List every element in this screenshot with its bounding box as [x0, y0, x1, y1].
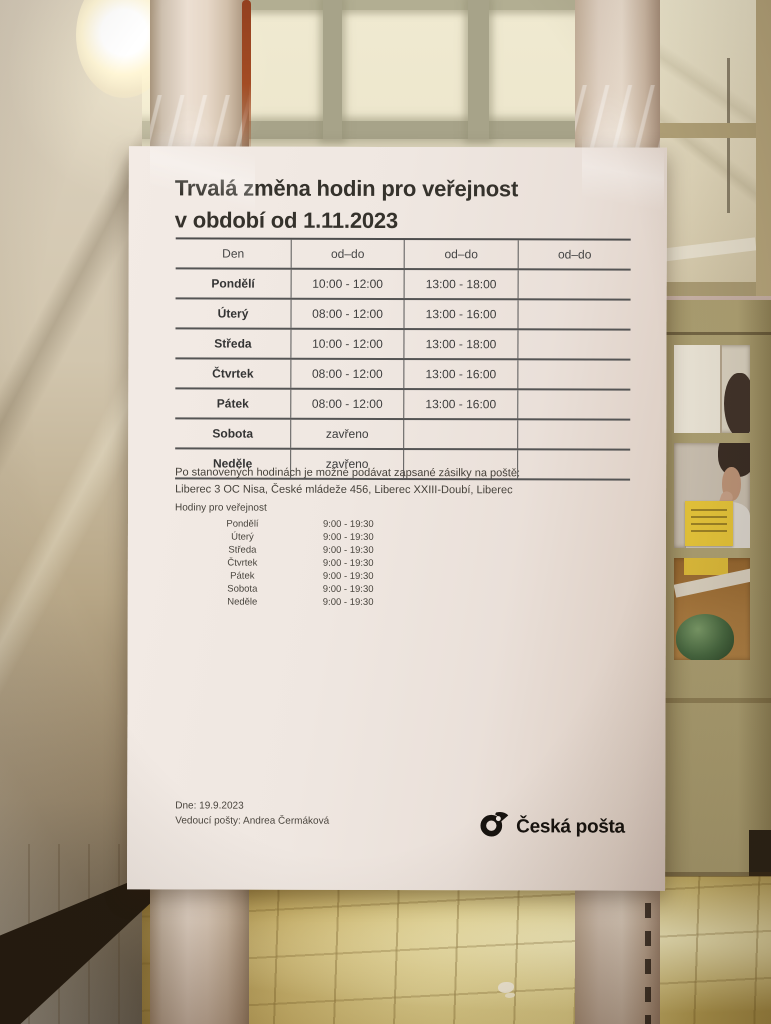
- time-cell: [517, 360, 631, 389]
- notice-paper: Trvalá změna hodin pro veřejnost v obdob…: [127, 146, 667, 891]
- pole-shading: [150, 874, 249, 1024]
- opening-hours-row: Středa 9:00 - 19:30: [175, 543, 374, 557]
- table-row: Úterý 08:00 - 12:00 13:00 - 16:00: [175, 299, 631, 331]
- time-cell: [517, 330, 631, 359]
- opening-hours-table: Den od–do od–do od–do Pondělí 10:00 - 12…: [175, 237, 631, 481]
- door-pane: [674, 345, 750, 433]
- opening-hours-row: Čtvrtek 9:00 - 19:30: [175, 556, 374, 570]
- hours-time: 9:00 - 19:30: [322, 583, 374, 595]
- window-muntin: [248, 0, 578, 10]
- window-frame: [756, 0, 771, 298]
- floor-mark: [498, 982, 514, 993]
- opening-hours-list: Pondělí 9:00 - 19:30 Úterý 9:00 - 19:30 …: [175, 517, 374, 609]
- day-cell: Středa: [214, 336, 252, 351]
- post-note-line1: Po stanovených hodinách je možné podávat…: [175, 466, 521, 480]
- posthorn-icon: [477, 811, 509, 842]
- post-note: Po stanovených hodinách je možné podávat…: [175, 464, 520, 499]
- table-row: Čtvrtek 08:00 - 12:00 13:00 - 16:00: [175, 359, 631, 391]
- hours-time: 9:00 - 19:30: [322, 531, 374, 543]
- hours-day: Úterý: [231, 531, 254, 543]
- opening-hours-row: Pondělí 9:00 - 19:30: [175, 517, 374, 531]
- hours-day: Pondělí: [226, 518, 259, 530]
- window-muntin: [323, 0, 342, 139]
- window-muntin: [658, 282, 771, 296]
- table-row: Pátek 08:00 - 12:00 13:00 - 16:00: [175, 389, 631, 421]
- day-cell: Pondělí: [211, 276, 255, 291]
- table-row: Středa 10:00 - 12:00 13:00 - 18:00: [175, 329, 631, 361]
- brand-name: Česká pošta: [516, 815, 625, 838]
- time-cell: [517, 420, 631, 449]
- col-header-oddo-3: od–do: [517, 240, 631, 269]
- sticky-note: [684, 558, 728, 575]
- door-frame-line: [660, 332, 771, 335]
- day-cell: Úterý: [217, 306, 249, 321]
- hours-day: Pátek: [230, 570, 255, 582]
- time-cell: 13:00 - 16:00: [403, 300, 518, 329]
- table-row: Pondělí 10:00 - 12:00 13:00 - 18:00: [175, 269, 631, 301]
- date-line: Dne: 19.9.2023: [175, 800, 244, 812]
- col-header-oddo-1: od–do: [290, 239, 404, 269]
- time-cell: [517, 450, 631, 479]
- opening-hours-row: Sobota 9:00 - 19:30: [175, 582, 374, 596]
- time-cell: 08:00 - 12:00: [290, 299, 404, 329]
- day-cell: Sobota: [212, 426, 254, 441]
- time-cell: [403, 420, 518, 449]
- opening-hours-heading: Hodiny pro veřejnost: [175, 502, 267, 514]
- time-cell: 13:00 - 18:00: [403, 330, 518, 359]
- tape: [582, 115, 664, 230]
- time-cell: [517, 300, 631, 329]
- time-cell: 13:00 - 16:00: [403, 390, 518, 419]
- time-cell: 13:00 - 18:00: [403, 270, 518, 299]
- hours-time: 9:00 - 19:30: [322, 570, 374, 582]
- hours-time: 9:00 - 19:30: [322, 518, 374, 530]
- door-frame-line: [660, 698, 771, 703]
- glass-door: [660, 300, 771, 892]
- tape: [150, 118, 255, 218]
- door-pane: [674, 558, 750, 660]
- time-cell: [517, 270, 631, 299]
- time-cell: [517, 390, 631, 419]
- rust-streak: [242, 0, 251, 152]
- hours-time: 9:00 - 19:30: [322, 596, 374, 608]
- pole-crack: [645, 875, 651, 1024]
- window-muntin: [658, 123, 771, 138]
- sticky-note: [685, 501, 733, 546]
- hours-day: Sobota: [227, 583, 258, 595]
- table-header-row: Den od–do od–do od–do: [175, 239, 631, 271]
- table-row: Sobota zavřeno: [175, 419, 631, 451]
- day-cell: Čtvrtek: [212, 366, 254, 381]
- ceska-posta-logo: Česká pošta: [477, 811, 625, 842]
- time-cell: 10:00 - 12:00: [290, 329, 404, 359]
- time-cell: 13:00 - 16:00: [403, 360, 518, 389]
- manager-line: Vedoucí pošty: Andrea Čermáková: [175, 815, 330, 827]
- opening-hours-row: Neděle 9:00 - 19:30: [175, 595, 374, 609]
- window-muntin: [468, 0, 489, 139]
- post-note-line2: Liberec 3 OC Nisa, České mládeže 456, Li…: [175, 483, 513, 497]
- time-cell: zavřeno: [290, 419, 404, 449]
- time-cell: 08:00 - 12:00: [290, 359, 404, 389]
- opening-hours-row: Úterý 9:00 - 19:30: [175, 530, 374, 544]
- hours-day: Středa: [228, 544, 257, 556]
- door-pane: [674, 443, 750, 548]
- hours-time: 9:00 - 19:30: [322, 544, 374, 556]
- opening-hours-row: Pátek 9:00 - 19:30: [175, 569, 374, 583]
- time-cell: 08:00 - 12:00: [290, 389, 404, 419]
- hours-time: 9:00 - 19:30: [322, 557, 374, 569]
- chair: [676, 614, 734, 660]
- day-cell: Pátek: [216, 396, 249, 411]
- col-header-den: Den: [222, 246, 245, 261]
- hours-day: Neděle: [227, 596, 258, 608]
- notice-footer: Dne: 19.9.2023 Vedoucí pošty: Andrea Čer…: [175, 798, 329, 828]
- time-cell: 10:00 - 12:00: [290, 269, 404, 299]
- cabinet: [674, 345, 722, 433]
- hours-day: Čtvrtek: [227, 557, 258, 569]
- person-silhouette: [724, 373, 750, 433]
- col-header-oddo-2: od–do: [403, 240, 518, 269]
